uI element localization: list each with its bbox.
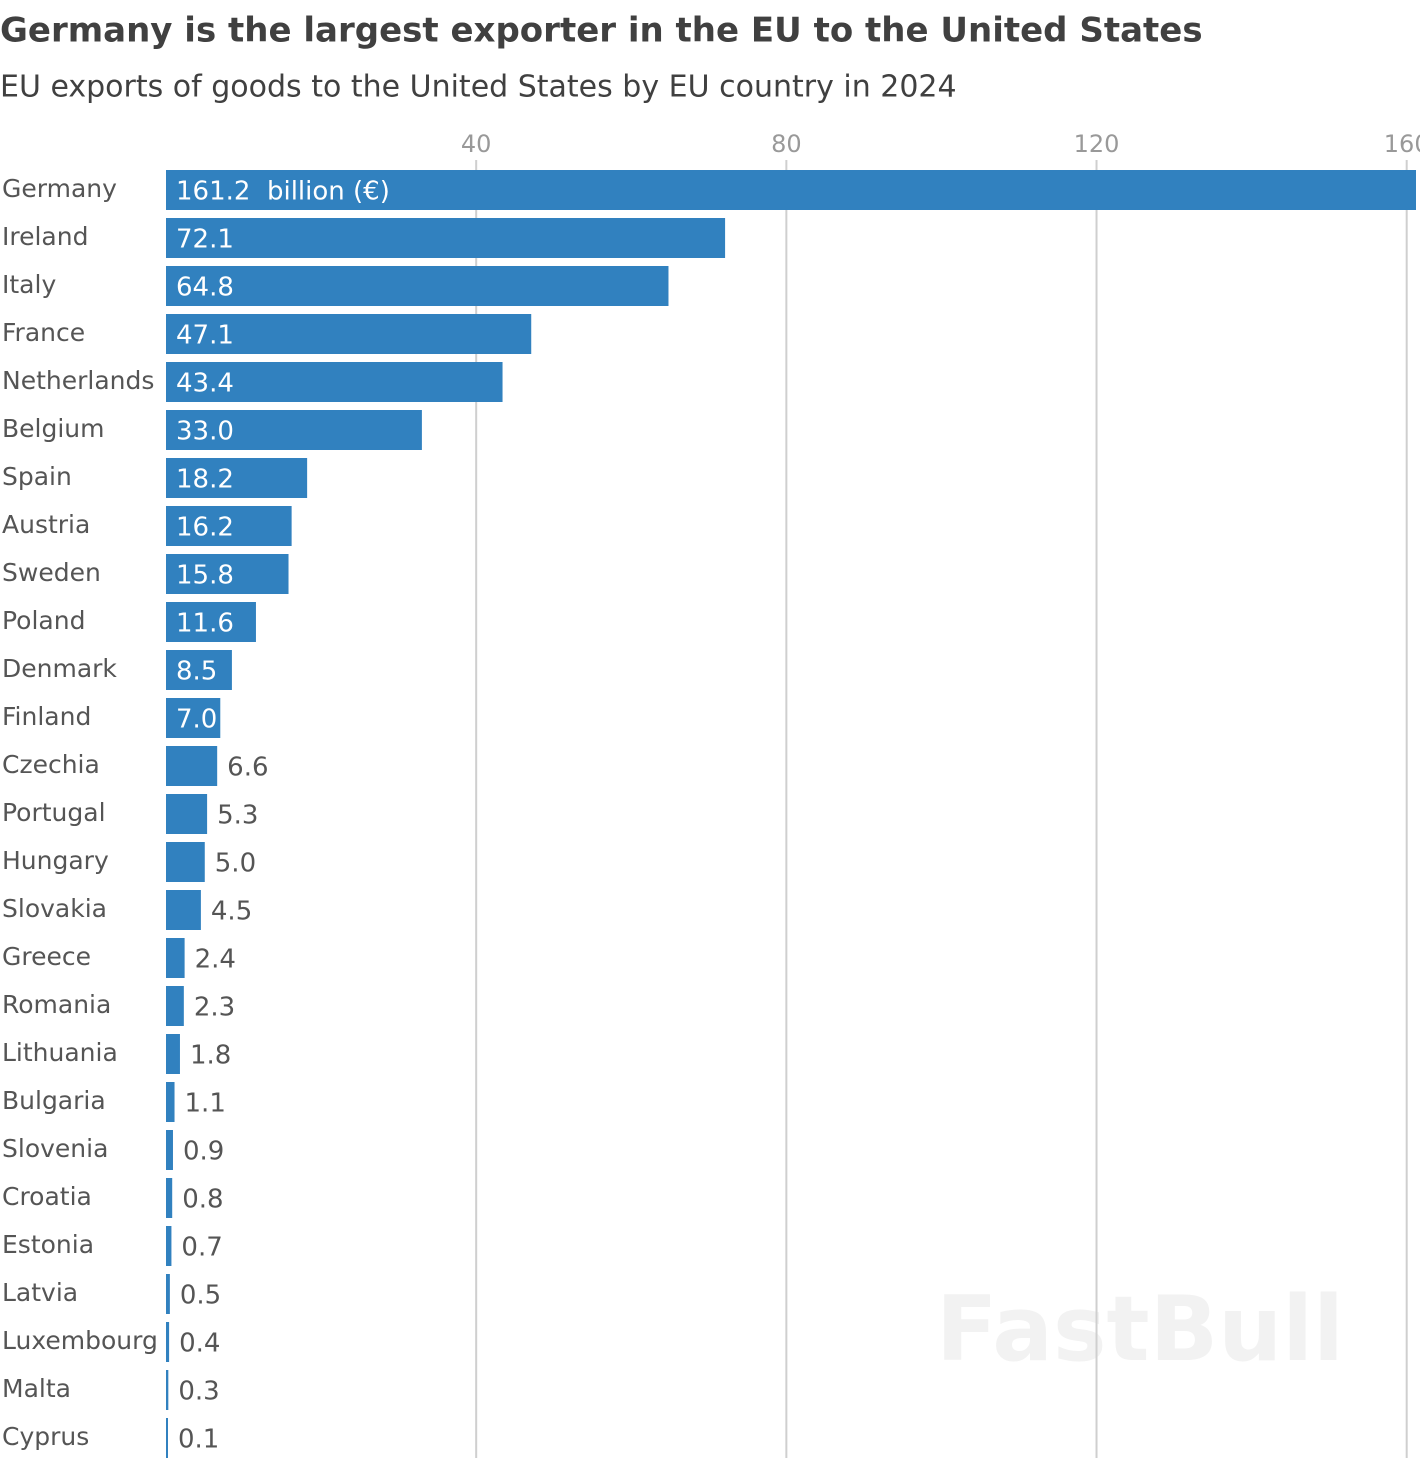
y-tick-label: Poland: [2, 606, 85, 635]
value-label: 2.3: [194, 993, 235, 1023]
value-label: 72.1: [176, 225, 234, 255]
x-tick-label: 160: [1384, 130, 1420, 158]
bar: [166, 986, 184, 1026]
y-tick-label: Sweden: [2, 558, 101, 587]
value-label: 0.8: [182, 1185, 223, 1215]
bar: [166, 842, 205, 882]
value-label: 0.9: [183, 1137, 224, 1167]
y-tick-label: Greece: [2, 942, 91, 971]
chart-title: Germany is the largest exporter in the E…: [0, 11, 1203, 51]
bar: [166, 266, 669, 306]
y-tick-label: Romania: [2, 990, 111, 1019]
y-tick-label: Latvia: [2, 1278, 78, 1307]
bar: [166, 362, 503, 402]
y-tick-label: Bulgaria: [2, 1086, 106, 1115]
value-label: 161.2 billion (€): [176, 177, 390, 207]
y-tick-label: Denmark: [2, 654, 117, 683]
value-label: 0.4: [179, 1329, 220, 1359]
value-label: 5.0: [215, 849, 256, 879]
bar: [166, 1034, 180, 1074]
bar: [166, 314, 532, 354]
bar: [166, 410, 422, 450]
value-label: 15.8: [176, 561, 234, 591]
bar: [166, 1130, 173, 1170]
y-tick-label: Cyprus: [2, 1422, 89, 1451]
value-label: 1.8: [190, 1041, 231, 1071]
value-label: 1.1: [185, 1089, 226, 1119]
value-label: 8.5: [176, 657, 217, 687]
value-label: 16.2: [176, 513, 234, 543]
bar: [166, 1418, 168, 1458]
x-tick-label: 120: [1074, 130, 1120, 158]
y-tick-label: Hungary: [2, 846, 109, 875]
y-tick-label: Spain: [2, 462, 72, 491]
y-tick-label: Austria: [2, 510, 90, 539]
watermark: FastBull: [936, 1277, 1344, 1382]
bar: [166, 746, 218, 786]
bar: [166, 1226, 172, 1266]
value-label: 64.8: [176, 273, 234, 303]
bar: [166, 1370, 169, 1410]
y-tick-label: Slovakia: [2, 894, 107, 923]
y-tick-label: Croatia: [2, 1182, 92, 1211]
value-label: 0.1: [178, 1425, 219, 1455]
y-tick-label: Germany: [2, 174, 117, 203]
bar: [166, 698, 221, 738]
bar: [166, 1322, 170, 1362]
y-tick-label: Ireland: [2, 222, 88, 251]
value-label: 0.7: [181, 1233, 222, 1263]
y-tick-label: Netherlands: [2, 366, 154, 395]
bar: [166, 170, 1416, 210]
value-label: 6.6: [227, 753, 268, 783]
y-tick-label: Luxembourg: [2, 1326, 158, 1355]
bar: [166, 1082, 175, 1122]
value-label: 43.4: [176, 369, 234, 399]
y-tick-label: Lithuania: [2, 1038, 118, 1067]
y-tick-label: Belgium: [2, 414, 105, 443]
bar: [166, 506, 292, 546]
bar: [166, 938, 185, 978]
y-tick-label: Malta: [2, 1374, 71, 1403]
bar: [166, 1178, 173, 1218]
y-tick-label: Estonia: [2, 1230, 94, 1259]
value-label: 11.6: [176, 609, 234, 639]
bar: [166, 650, 232, 690]
value-label: 0.3: [178, 1377, 219, 1407]
value-label: 18.2: [176, 465, 234, 495]
bar: [166, 1274, 170, 1314]
value-label: 2.4: [195, 945, 236, 975]
y-tick-label: France: [2, 318, 85, 347]
value-label: 5.3: [217, 801, 258, 831]
bar: [166, 602, 256, 642]
value-label: 4.5: [211, 897, 252, 927]
y-tick-label: Czechia: [2, 750, 100, 779]
x-tick-label: 80: [771, 130, 802, 158]
value-label: 7.0: [176, 705, 217, 735]
bar: [166, 794, 208, 834]
bar: [166, 890, 201, 930]
bar: [166, 218, 726, 258]
x-tick-label: 40: [461, 130, 492, 158]
y-tick-label: Italy: [2, 270, 56, 299]
bar: [166, 458, 308, 498]
value-label: 0.5: [180, 1281, 221, 1311]
y-tick-label: Finland: [2, 702, 91, 731]
bar: [166, 554, 289, 594]
y-tick-label: Portugal: [2, 798, 106, 827]
y-tick-label: Slovenia: [2, 1134, 108, 1163]
chart-subtitle: EU exports of goods to the United States…: [0, 70, 957, 105]
value-label: 33.0: [176, 417, 234, 447]
value-label: 47.1: [176, 321, 234, 351]
